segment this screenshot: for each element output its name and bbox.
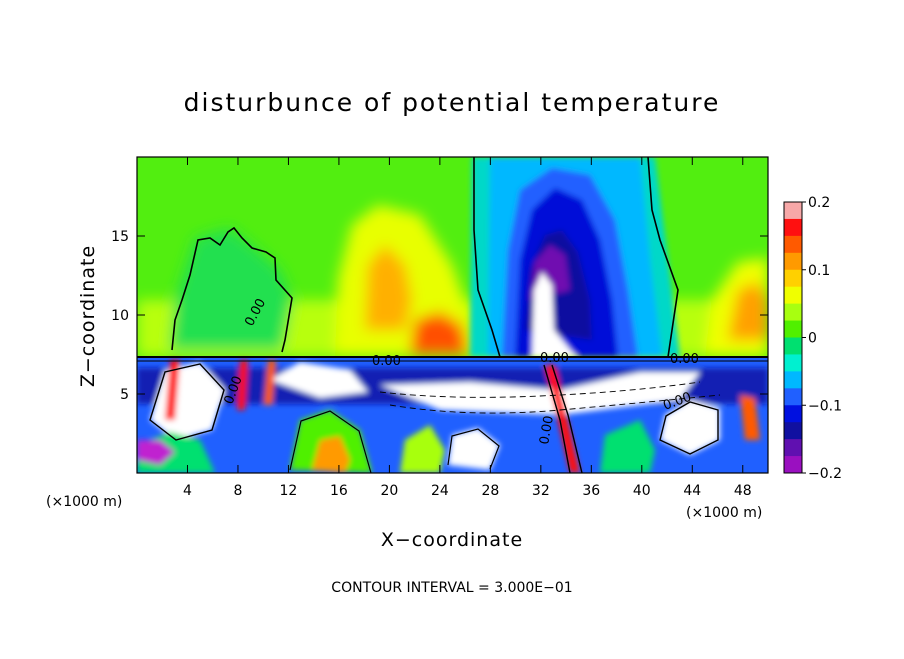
warm-right-core (728, 282, 768, 340)
colorbar-segment (784, 303, 802, 322)
colorbar-tick-label: −0.1 (808, 398, 842, 414)
lower-red-streak-2 (237, 360, 248, 410)
lower-green-patch-4 (600, 420, 655, 473)
colorbar-segment (784, 439, 802, 457)
colorbar-segment (784, 354, 802, 372)
x-tick-label: 12 (280, 483, 298, 499)
colorbar-tick-label: −0.2 (808, 466, 842, 482)
colorbar-segment (784, 320, 802, 338)
colorbar-tick-label: 0.2 (808, 195, 830, 211)
x-tick-label: 40 (633, 483, 651, 499)
colorbar-segment (784, 202, 802, 220)
colorbar-segment (784, 269, 802, 288)
colorbar-segment (784, 456, 802, 474)
x-tick-label: 28 (481, 483, 499, 499)
lower-red-streak-1 (165, 360, 180, 420)
contour-lower-6 (289, 410, 372, 473)
warm-mid-orange (365, 245, 412, 330)
colorbar-segment (784, 422, 802, 440)
colorbar-segment (784, 388, 802, 406)
contour-lower-5 (447, 428, 500, 470)
colorbar-segment (784, 218, 802, 237)
y-axis: 5 10 15 (111, 229, 768, 403)
x-tick-label: 16 (330, 483, 348, 499)
colorbar-segment (784, 337, 802, 355)
lower-white-patch-3 (660, 400, 720, 455)
colorbar (783, 201, 803, 474)
contour-dashed-1 (379, 381, 701, 398)
x-tick-label: 4 (183, 483, 192, 499)
contour-interval-note: CONTOUR INTERVAL = 3.000E−01 (331, 580, 572, 596)
lower-red-streak-3 (264, 360, 276, 405)
contour-lower-4 (551, 364, 583, 473)
contour-label-mid: 0.00 (372, 354, 401, 369)
contour-left-tower (171, 226, 293, 353)
lower-red-streak-4 (545, 365, 580, 473)
x-tick-label: 20 (380, 483, 398, 499)
contour-dashed-2 (389, 394, 721, 414)
plot-area: 0.00 0.00 0.00 0.00 0.00 0.00 0.00 (137, 157, 768, 473)
lower-white-patch-2 (270, 362, 368, 398)
chart-title: disturbunce of potential temperature (184, 88, 721, 117)
x-tick-label: 48 (734, 483, 752, 499)
contour-plume-right (647, 157, 679, 358)
y-tick-label: 10 (111, 308, 129, 324)
x-tick-label: 24 (431, 483, 449, 499)
colorbar-tick-label: 0.1 (808, 263, 830, 279)
lower-green-patch-3 (400, 425, 445, 473)
contour-label-right: 0.00 (670, 352, 699, 367)
x-unit-right: (×1000 m) (686, 505, 762, 521)
lower-orange-patch-1 (312, 436, 350, 473)
x-axis: 4 8 12 16 20 24 28 32 36 40 44 48 (183, 157, 752, 499)
contour-lower-2 (659, 401, 719, 455)
colorbar-segment (784, 405, 802, 423)
contour-labels: 0.00 0.00 0.00 0.00 0.00 0.00 0.00 (222, 296, 699, 445)
colorbar-segment (784, 252, 802, 271)
x-axis-label: X−coordinate (381, 529, 523, 551)
contour-lower-3 (543, 364, 571, 473)
cold-plume-white-core (532, 272, 578, 357)
y-tick-label: 15 (111, 229, 129, 245)
contours (137, 157, 768, 473)
contour-lower-1 (149, 363, 225, 441)
x-unit-left: (×1000 m) (46, 494, 122, 510)
x-tick-label: 32 (532, 483, 550, 499)
x-tick-label: 36 (582, 483, 600, 499)
y-tick-label: 5 (120, 387, 129, 403)
colorbar-tick-label: 0 (808, 331, 817, 347)
contour-label-center: 0.00 (540, 351, 569, 366)
colorbar-segment (784, 286, 802, 305)
contour-label-lower-mid: 0.00 (537, 415, 557, 446)
x-tick-label: 8 (233, 483, 242, 499)
y-axis-label: Z−coordinate (77, 245, 99, 387)
colorbar-ticks: 0.2 0.1 0 −0.1 −0.2 (802, 195, 842, 482)
lower-white-patch-4 (448, 428, 500, 470)
colorbar-segment (784, 371, 802, 389)
warm-mid-core (410, 312, 468, 355)
contour-plume-left (473, 157, 501, 358)
x-tick-label: 44 (683, 483, 701, 499)
colorbar-segment (784, 235, 802, 254)
warm-left-tower (170, 228, 292, 350)
lower-red-streak-5 (740, 395, 760, 440)
lower-magenta-patch (137, 440, 175, 465)
